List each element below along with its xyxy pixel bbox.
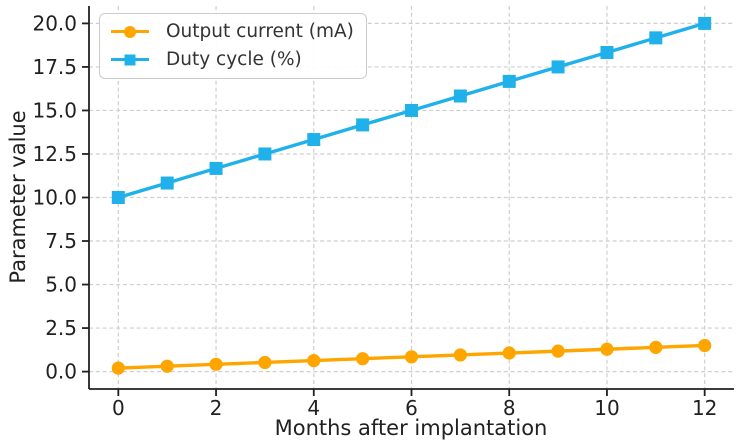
y-tick-label: 2.5	[45, 316, 77, 340]
x-tick-label: 12	[692, 396, 717, 420]
data-point-marker	[649, 31, 663, 45]
x-tick-label: 8	[503, 396, 516, 420]
legend-label-duty-cycle: Duty cycle (%)	[166, 49, 302, 70]
data-point-marker	[356, 352, 370, 366]
data-point-marker	[356, 118, 370, 132]
x-tick-label: 6	[405, 396, 418, 420]
circle-marker-icon	[124, 25, 136, 38]
legend-sample-output-current	[111, 25, 149, 39]
y-tick-label: 5.0	[45, 273, 77, 297]
data-point-marker	[111, 191, 125, 204]
y-tick-label: 12.5	[32, 142, 77, 166]
y-tick-label: 20.0	[32, 11, 77, 35]
legend-label-output-current: Output current (mA)	[166, 21, 354, 42]
y-tick-label: 10.0	[32, 186, 77, 210]
data-point-marker	[111, 361, 125, 375]
data-point-marker	[160, 176, 174, 190]
x-tick-label: 0	[112, 396, 125, 420]
data-point-marker	[209, 357, 223, 371]
data-point-marker	[551, 344, 565, 358]
legend-sample-duty-cycle	[111, 53, 149, 67]
data-point-marker	[600, 45, 614, 59]
y-tick-label: 15.0	[32, 98, 77, 122]
x-axis-label: Months after implantation	[274, 416, 548, 440]
data-point-marker	[307, 133, 321, 147]
legend: Output current (mA) Duty cycle (%)	[99, 13, 367, 79]
data-point-marker	[258, 355, 272, 370]
data-point-marker	[307, 353, 321, 368]
data-point-marker	[698, 338, 712, 353]
legend-item-duty-cycle: Duty cycle (%)	[111, 47, 354, 72]
data-point-marker	[258, 147, 272, 161]
y-tick-label: 17.5	[32, 55, 77, 79]
data-point-marker	[453, 348, 467, 362]
data-point-marker	[453, 89, 467, 103]
y-axis-label: Parameter value	[6, 110, 30, 284]
data-point-marker	[600, 342, 614, 356]
data-point-marker	[160, 359, 174, 373]
square-marker-icon	[124, 54, 136, 65]
data-point-marker	[404, 350, 419, 364]
y-tick-label: 0.0	[45, 360, 77, 384]
x-tick-label: 4	[307, 396, 320, 420]
legend-item-output-current: Output current (mA)	[111, 19, 354, 44]
x-tick-label: 2	[210, 396, 223, 420]
data-point-marker	[698, 16, 712, 30]
data-point-marker	[502, 74, 516, 88]
x-tick-label: 10	[594, 396, 619, 420]
data-point-marker	[649, 340, 663, 354]
data-point-marker	[405, 103, 418, 117]
data-point-marker	[502, 346, 516, 360]
y-tick-label: 7.5	[45, 229, 77, 253]
data-point-marker	[551, 60, 565, 74]
data-point-marker	[209, 161, 223, 175]
